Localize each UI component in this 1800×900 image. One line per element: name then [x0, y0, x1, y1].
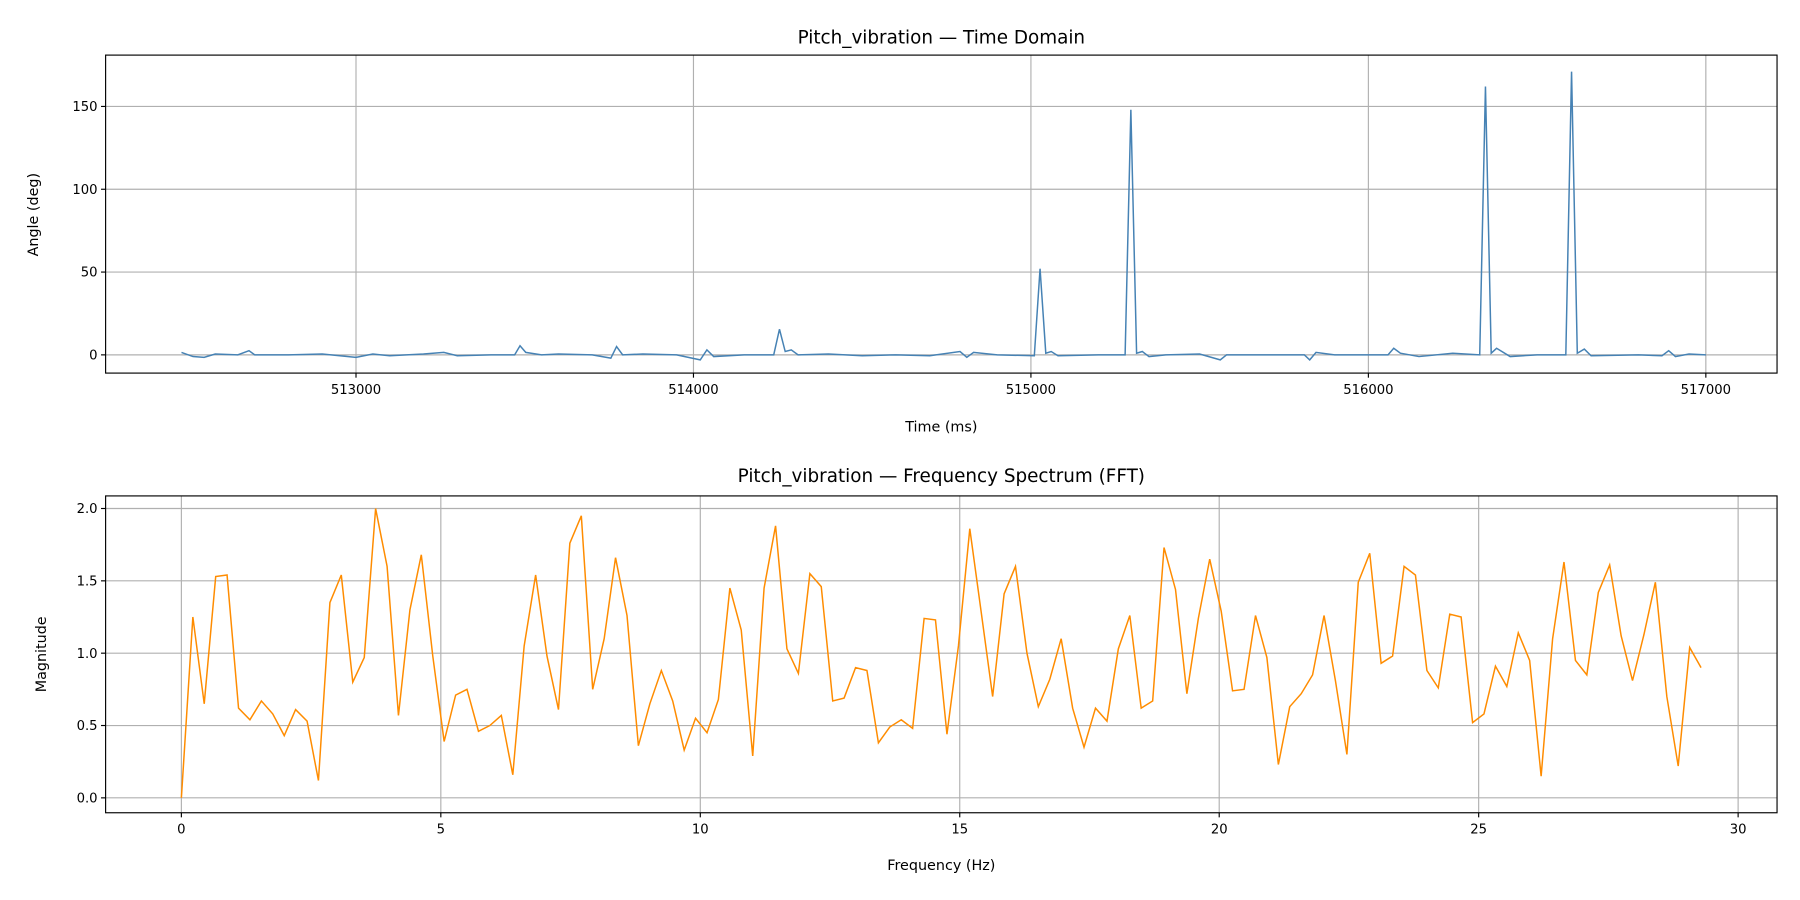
x-tick-label: 0: [177, 822, 185, 837]
x-tick-label: 15: [951, 822, 968, 837]
x-tick-label: 517000: [1681, 383, 1731, 398]
y-tick-label: 1.0: [77, 647, 98, 662]
y-tick-label: 0.5: [77, 719, 98, 734]
y-tick-label: 50: [81, 266, 98, 281]
x-tick-label: 513000: [331, 383, 381, 398]
x-tick-label: 30: [1730, 822, 1747, 837]
chart-title: Pitch_vibration — Time Domain: [798, 28, 1086, 49]
frequency-spectrum-chart: Pitch_vibration — Frequency Spectrum (FF…: [34, 466, 1778, 874]
y-tick-label: 2.0: [77, 502, 98, 517]
series-line: [180, 508, 1702, 798]
x-tick-label: 5: [437, 822, 445, 837]
x-axis-label: Time (ms): [904, 420, 977, 436]
x-tick-label: 515000: [1006, 383, 1056, 398]
x-tick-label: 25: [1470, 822, 1487, 837]
y-tick-label: 150: [72, 100, 97, 115]
x-tick-label: 10: [692, 822, 709, 837]
x-tick-label: 20: [1211, 822, 1228, 837]
plot-frame: [105, 54, 1778, 374]
plot-frame: [105, 495, 1778, 814]
y-axis-label: Magnitude: [34, 616, 50, 692]
x-tick-label: 514000: [668, 383, 718, 398]
series-line: [181, 71, 1706, 361]
y-tick-label: 0: [89, 348, 97, 363]
x-tick-label: 516000: [1343, 383, 1393, 398]
y-tick-label: 100: [72, 183, 97, 198]
chart-title: Pitch_vibration — Frequency Spectrum (FF…: [738, 466, 1145, 487]
y-axis-label: Angle (deg): [26, 173, 42, 257]
y-tick-label: 1.5: [77, 574, 98, 589]
time-domain-chart: Pitch_vibration — Time Domain Time (ms) …: [26, 28, 1778, 436]
x-axis-label: Frequency (Hz): [887, 858, 995, 874]
y-tick-label: 0.0: [77, 791, 98, 806]
